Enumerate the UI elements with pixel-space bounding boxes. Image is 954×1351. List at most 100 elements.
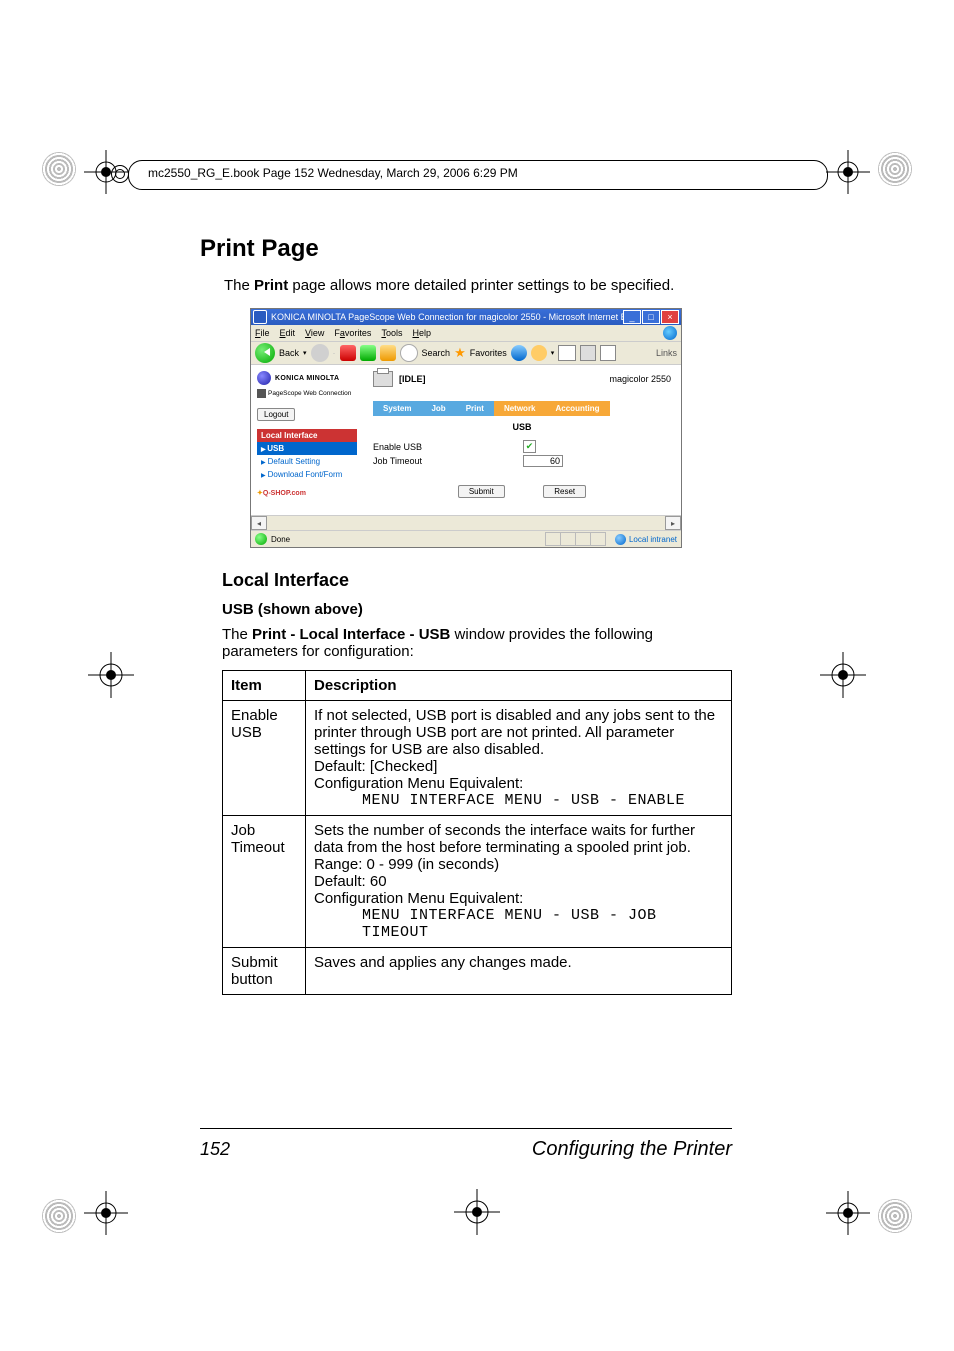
intro-paragraph: The Print - Local Interface - USB window…	[222, 626, 732, 660]
page-footer: 152 Configuring the Printer	[200, 1138, 732, 1161]
close-button[interactable]: ×	[661, 310, 679, 324]
desc-cell: Saves and applies any changes made.	[306, 948, 732, 995]
done-icon	[255, 533, 267, 545]
table-row: Enable USB If not selected, USB port is …	[223, 701, 732, 816]
printer-icon	[373, 371, 393, 387]
col-item: Item	[223, 671, 306, 701]
maximize-button[interactable]: □	[642, 310, 660, 324]
menu-help[interactable]: Help	[412, 328, 431, 338]
menu-edit[interactable]: Edit	[280, 328, 296, 338]
reset-button[interactable]: Reset	[543, 485, 586, 498]
parameters-table: Item Description Enable USB If not selec…	[222, 670, 732, 995]
mail-button[interactable]	[558, 345, 576, 361]
doc-header-text: mc2550_RG_E.book Page 152 Wednesday, Mar…	[148, 166, 518, 180]
toolbar: Back ▾ · Search ★ Favorites ▾ Links	[251, 342, 681, 365]
minimize-button[interactable]: _	[623, 310, 641, 324]
brand-name: KONICA MINOLTA	[275, 375, 339, 382]
page-content: Print Page The Print page allows more de…	[200, 235, 732, 995]
job-timeout-label: Job Timeout	[373, 456, 523, 466]
desc-cell: If not selected, USB port is disabled an…	[306, 701, 732, 816]
ie-logo-icon	[663, 326, 677, 340]
crop-mark-icon	[88, 652, 134, 698]
favorites-icon[interactable]: ★	[454, 345, 466, 361]
table-row: Submit button Saves and applies any chan…	[223, 948, 732, 995]
subsection-heading: USB (shown above)	[222, 601, 732, 618]
brand-logo: KONICA MINOLTA	[257, 371, 357, 385]
scroll-right-icon[interactable]: ▸	[665, 516, 681, 530]
main-panel: [IDLE] magicolor 2550 System Job Print N…	[363, 365, 681, 515]
footer-title: Configuring the Printer	[532, 1138, 732, 1161]
crop-mark-icon	[84, 1191, 128, 1235]
tab-system[interactable]: System	[373, 401, 421, 416]
media-button[interactable]	[511, 345, 527, 361]
qshop-link[interactable]: ✦Q-SHOP.com	[257, 489, 357, 497]
menu-tools[interactable]: Tools	[381, 328, 402, 338]
header-dot-icon	[111, 165, 129, 183]
item-cell: Enable USB	[223, 701, 306, 816]
item-cell: Submit button	[223, 948, 306, 995]
edit-button[interactable]	[600, 345, 616, 361]
refresh-button[interactable]	[360, 345, 376, 361]
zone-icon	[615, 534, 626, 545]
side-menu: Local Interface USB Default Setting Down…	[257, 429, 357, 481]
reg-mark-icon	[42, 152, 76, 186]
crop-mark-icon	[826, 1191, 870, 1235]
pagescope-label: PageScope Web Connection	[257, 389, 357, 398]
sidemenu-default-setting[interactable]: Default Setting	[257, 455, 357, 468]
tab-print[interactable]: Print	[456, 401, 494, 416]
reg-mark-icon	[878, 1199, 912, 1233]
forward-button[interactable]	[311, 344, 329, 362]
section-title: USB	[373, 422, 671, 432]
status-bar: Done Local intranet	[251, 530, 681, 547]
home-button[interactable]	[380, 345, 396, 361]
submit-button[interactable]: Submit	[458, 485, 505, 498]
page-title: Print Page	[200, 235, 732, 263]
doc-header-bar: mc2550_RG_E.book Page 152 Wednesday, Mar…	[128, 160, 828, 188]
desc-cell: Sets the number of seconds the interface…	[306, 816, 732, 948]
search-icon[interactable]	[400, 344, 418, 362]
ie-icon	[253, 310, 267, 324]
sidemenu-download-font[interactable]: Download Font/Form	[257, 468, 357, 481]
item-cell: Job Timeout	[223, 816, 306, 948]
sidemenu-usb[interactable]: USB	[257, 442, 357, 455]
tab-job[interactable]: Job	[421, 401, 455, 416]
back-button[interactable]	[255, 343, 275, 363]
history-button[interactable]	[531, 345, 547, 361]
reg-mark-icon	[42, 1199, 76, 1233]
logout-button[interactable]: Logout	[257, 408, 295, 421]
print-button[interactable]	[580, 345, 596, 361]
page-number: 152	[200, 1139, 230, 1160]
browser-screenshot: KONICA MINOLTA PageScope Web Connection …	[250, 308, 682, 548]
status-text: Done	[271, 535, 290, 544]
menu-favorites[interactable]: Favorites	[334, 328, 371, 338]
crop-mark-icon	[826, 150, 870, 194]
menu-view[interactable]: View	[305, 328, 324, 338]
window-title: KONICA MINOLTA PageScope Web Connection …	[271, 312, 623, 322]
links-label[interactable]: Links	[656, 348, 677, 358]
printer-model: magicolor 2550	[609, 374, 671, 384]
table-header-row: Item Description	[223, 671, 732, 701]
job-timeout-input[interactable]: 60	[523, 455, 563, 467]
back-label[interactable]: Back	[279, 348, 299, 358]
footer-rule	[200, 1128, 732, 1129]
menu-file[interactable]: File	[255, 328, 270, 338]
scroll-left-icon[interactable]: ◂	[251, 516, 267, 530]
lead-paragraph: The Print page allows more detailed prin…	[224, 277, 732, 294]
tab-network[interactable]: Network	[494, 401, 546, 416]
page: mc2550_RG_E.book Page 152 Wednesday, Mar…	[0, 0, 954, 1351]
crop-mark-icon	[454, 1189, 500, 1235]
security-zone: Local intranet	[539, 532, 677, 546]
section-heading: Local Interface	[222, 570, 732, 591]
tab-accounting[interactable]: Accounting	[546, 401, 610, 416]
menu-bar: File Edit View Favorites Tools Help	[251, 325, 681, 342]
sidemenu-header: Local Interface	[257, 429, 357, 442]
stop-button[interactable]	[340, 345, 356, 361]
pagescope-icon	[257, 389, 266, 398]
search-label[interactable]: Search	[422, 348, 451, 358]
tab-bar: System Job Print Network Accounting	[373, 401, 671, 416]
enable-usb-checkbox[interactable]: ✔	[523, 440, 536, 453]
favorites-label[interactable]: Favorites	[470, 348, 507, 358]
col-description: Description	[306, 671, 732, 701]
horizontal-scrollbar[interactable]: ◂ ▸	[251, 515, 681, 530]
sidebar: KONICA MINOLTA PageScope Web Connection …	[251, 365, 363, 515]
